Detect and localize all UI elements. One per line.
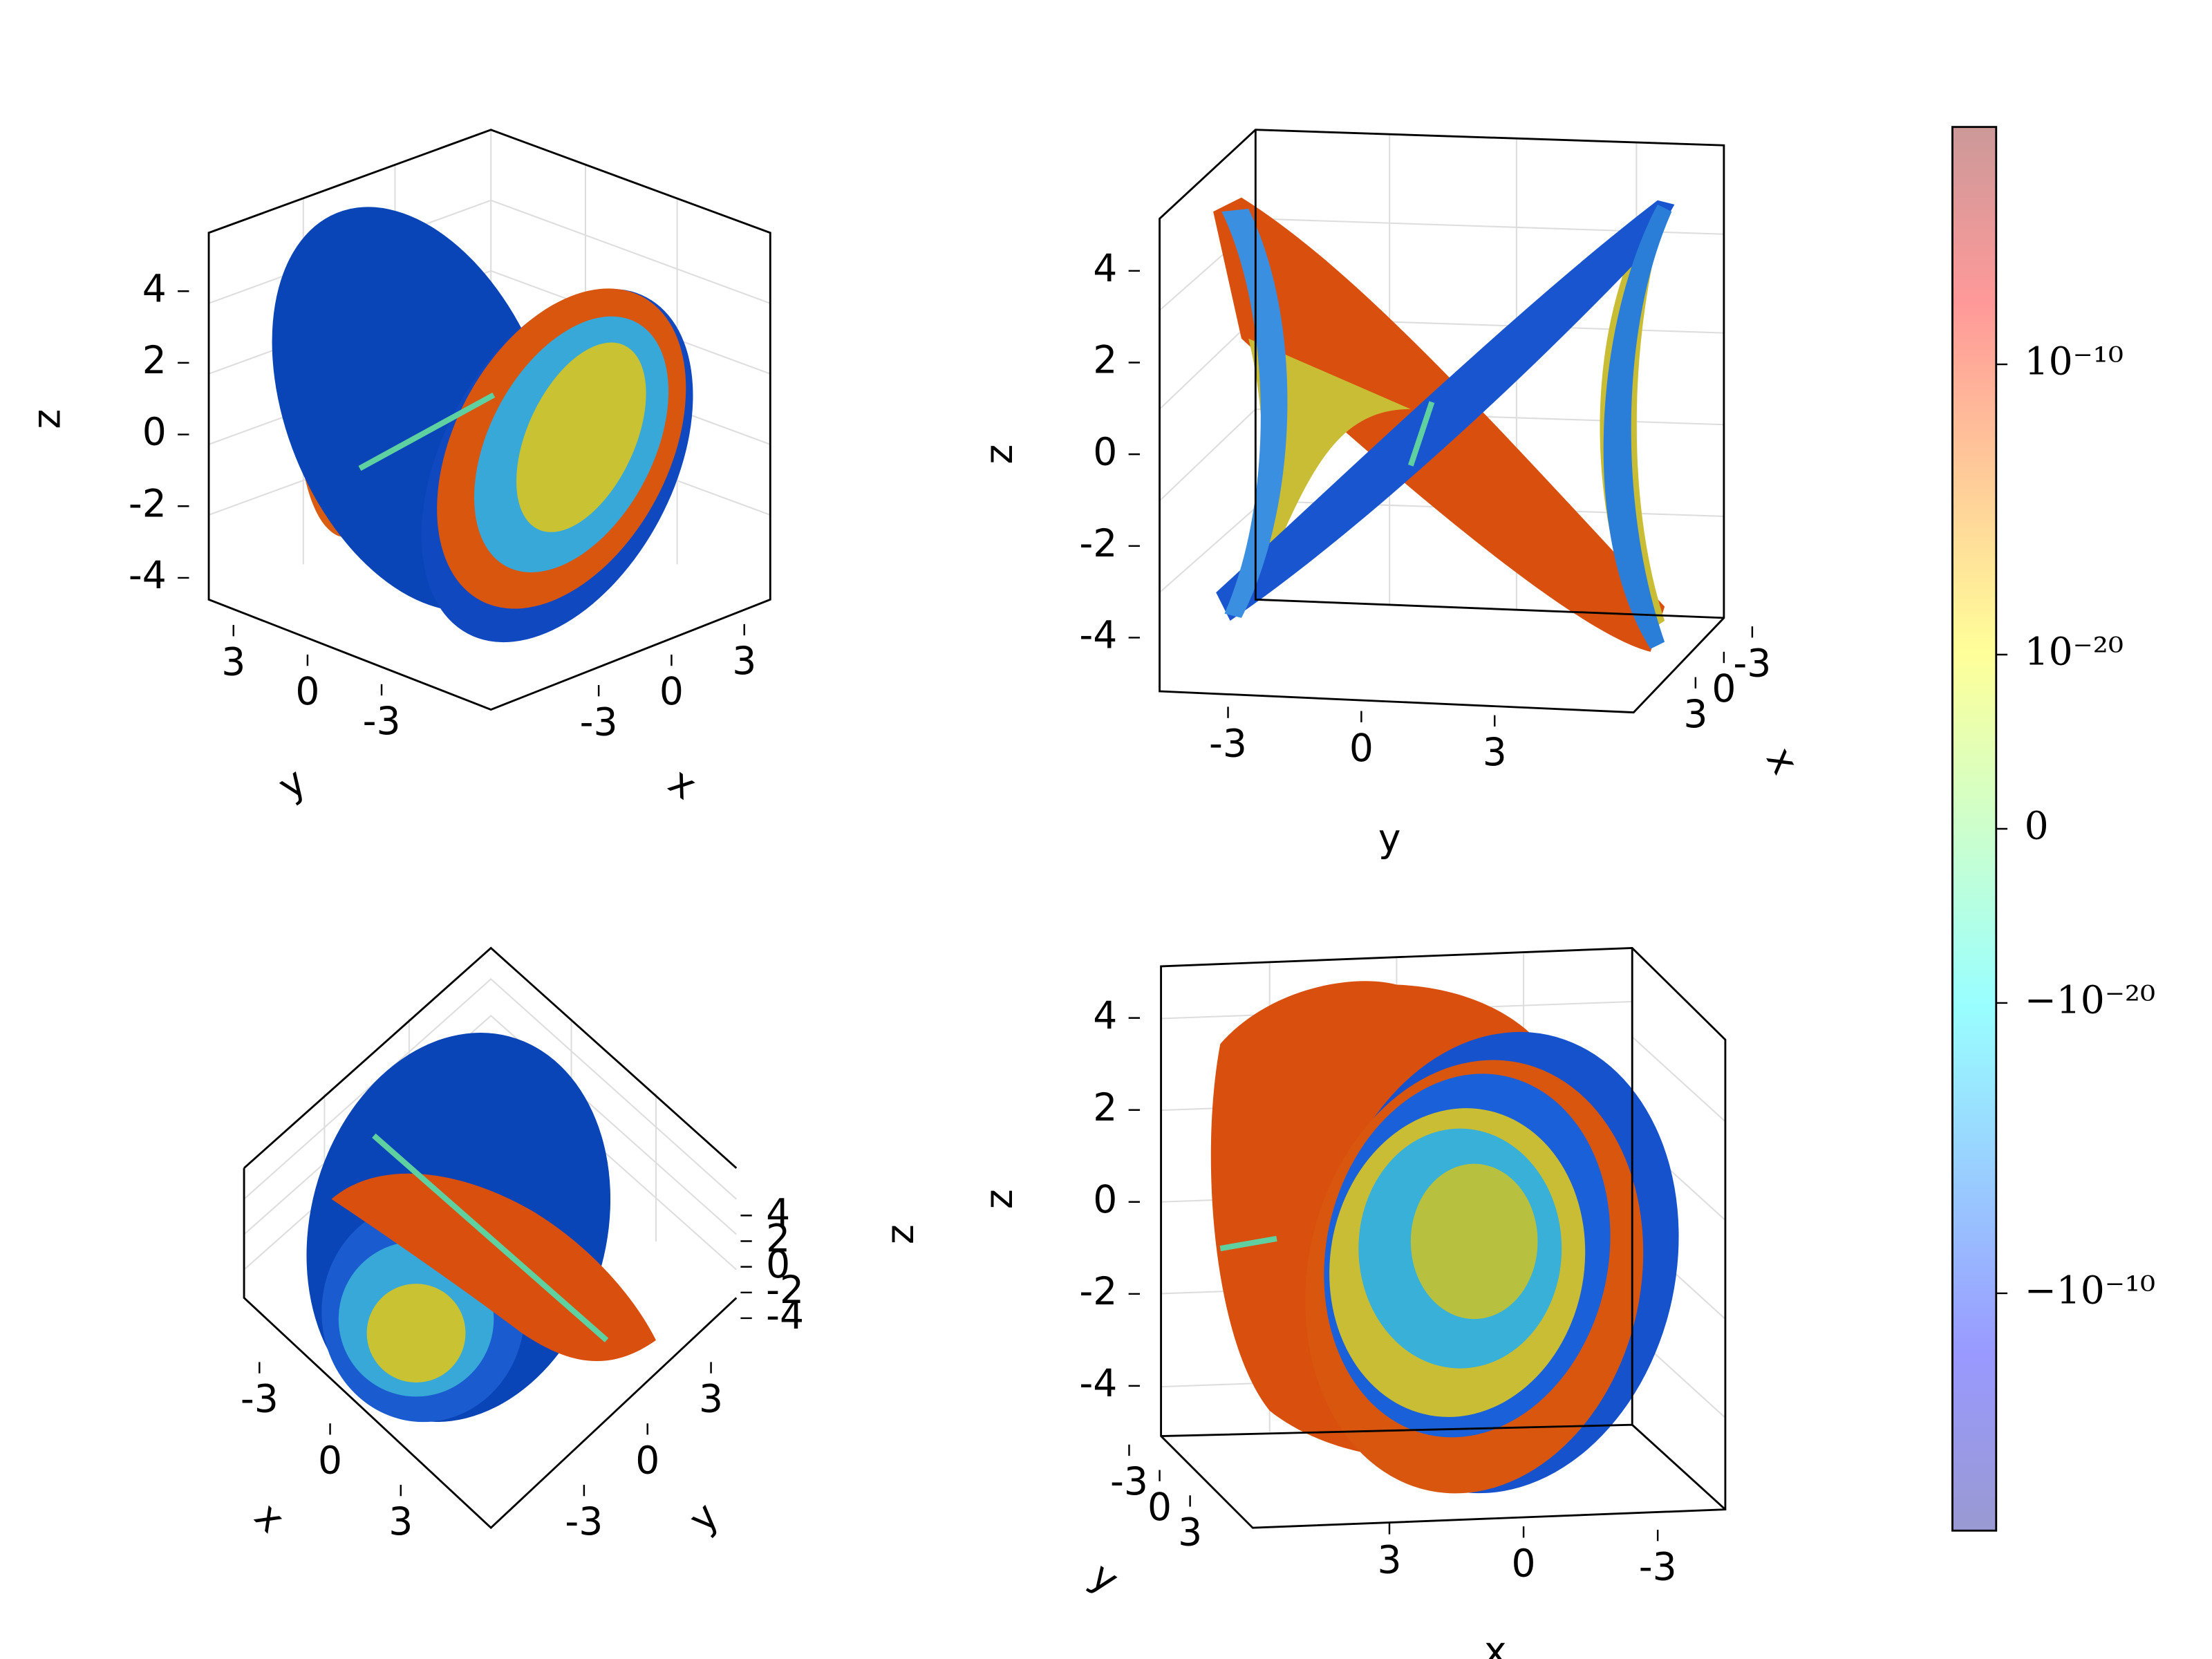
y-tick-label: 3 [1178,1510,1202,1555]
z-axis-title: z [25,409,69,429]
z-tick-label: 0 [1093,429,1117,474]
y-tick-label: -3 [363,699,401,743]
z-tick-label: -4 [129,553,167,597]
z-tick-label: 2 [1093,338,1117,382]
x-tick-label: 0 [1712,666,1736,711]
y-tick-label: 3 [221,639,245,684]
x-tick-label: -3 [1639,1544,1677,1588]
y-tick-label: 0 [635,1438,659,1482]
x-tick-label: 0 [318,1438,342,1482]
x-tick-label: 0 [659,669,684,713]
panel-4-scene [1160,946,1727,1529]
z-tick-label: 2 [142,338,167,382]
y-axis-title: y [270,759,314,808]
y-axis-title: y [1378,816,1401,860]
z-tick-label: -2 [129,481,167,525]
z-tick-label: 4 [142,266,167,310]
panel-3-scene [243,946,738,1530]
y-axis-title: y [680,1494,727,1541]
colorbar-tick-label: −10⁻¹⁰ [2025,1268,2156,1312]
z-tick-label: -2 [1079,1269,1117,1313]
panel-1-scene [207,129,771,711]
x-tick-label: 3 [1683,692,1707,736]
z-axis-title: z [977,444,1021,465]
y-tick-label: 0 [295,669,319,713]
z-tick-label: 4 [1093,246,1117,290]
z-tick-label: -2 [1079,521,1117,565]
x-axis-title: x [661,759,704,808]
z-tick-label: -4 [1079,613,1117,657]
y-tick-label: 3 [699,1377,723,1421]
z-tick-label: -2 [766,1268,804,1312]
colorbar: 10⁻¹⁰ 10⁻²⁰ 0 −10⁻²⁰ −10⁻¹⁰ [1951,126,2156,1532]
z-tick-label: -4 [766,1293,804,1338]
colorbar-tick-label: 10⁻²⁰ [2025,630,2124,674]
y-tick-label: 0 [1147,1485,1172,1529]
x-tick-label: -3 [1733,641,1771,685]
z-tick-label: 4 [766,1190,790,1235]
x-tick-label: 3 [732,639,756,683]
z-tick-label: -4 [1079,1361,1117,1405]
x-tick-label: -3 [580,700,618,744]
y-tick-label: 0 [1349,726,1374,770]
x-tick-label: 3 [1377,1538,1401,1582]
x-tick-label: -3 [241,1377,279,1421]
z-tick-label: 2 [766,1217,790,1261]
z-axis-title: z [878,1224,922,1244]
colorbar-tick-label: 0 [2025,803,2049,847]
colorbar-tick-label: 10⁻¹⁰ [2025,339,2124,384]
x-tick-label: 0 [1512,1541,1536,1585]
colorbar-tick-label: −10⁻²⁰ [2025,977,2156,1022]
y-axis-title: y [1082,1553,1126,1602]
colorbar-gradient [1951,126,1998,1532]
y-tick-label: -3 [1209,722,1247,766]
x-axis-title: x [1484,1629,1507,1659]
z-tick-label: 2 [1093,1085,1117,1130]
panel-2-scene [1159,129,1725,714]
x-axis-title: x [1758,740,1808,781]
y-tick-label: 3 [1483,730,1507,774]
z-tick-label: 0 [766,1242,790,1286]
x-tick-label: 3 [388,1499,413,1544]
y-tick-label: -3 [1110,1459,1148,1503]
x-axis-title: x [246,1494,293,1541]
z-tick-label: 4 [1093,993,1117,1038]
y-tick-label: -3 [565,1499,603,1544]
z-tick-label: 0 [142,410,167,454]
z-tick-label: 0 [1093,1177,1117,1221]
z-axis-title: z [977,1189,1021,1209]
